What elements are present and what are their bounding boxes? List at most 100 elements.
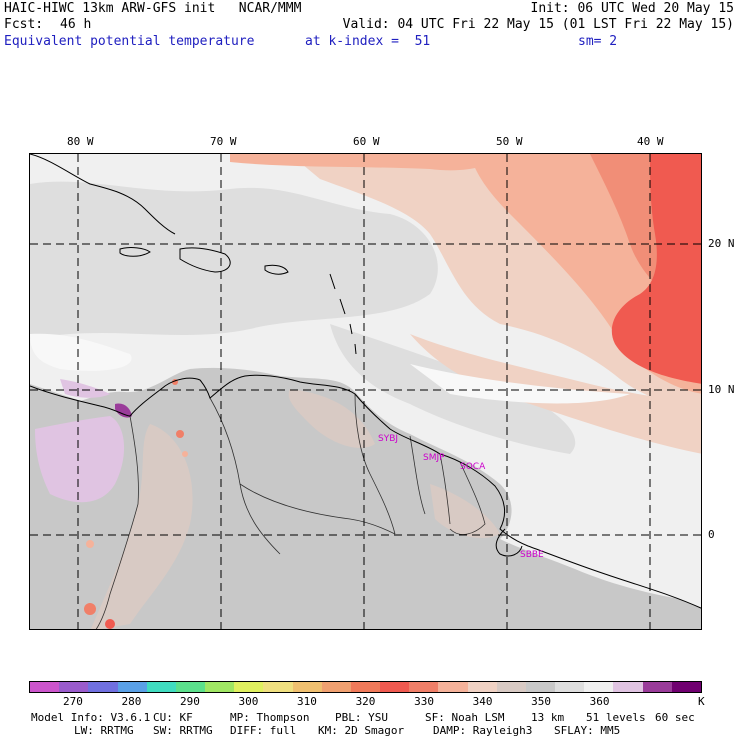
colorbar-swatch bbox=[671, 682, 701, 692]
graticule bbox=[30, 154, 701, 629]
colorbar-swatch bbox=[555, 682, 585, 692]
diffusion-setting: DIFF: full bbox=[230, 724, 297, 737]
colorbar-label: 300 bbox=[238, 695, 259, 708]
pbl-scheme: PBL: YSU bbox=[335, 711, 388, 724]
colorbar-swatch bbox=[146, 682, 176, 692]
map-panel: SYBJ SMJP SOCA SBBE bbox=[29, 153, 702, 630]
warm-speck bbox=[84, 603, 96, 615]
ocean-white-patch-2 bbox=[410, 364, 630, 404]
shortwave-scheme: SW: RRTMG bbox=[153, 724, 213, 737]
cumulus-scheme: CU: KF bbox=[153, 711, 193, 724]
ocean-white-patch bbox=[30, 333, 132, 371]
border-brazil-north bbox=[239, 483, 396, 535]
colorbar-swatch bbox=[30, 682, 60, 692]
colorbar-swatch bbox=[350, 682, 381, 692]
station-label-sybj: SYBJ bbox=[378, 434, 398, 444]
land-tan-patch bbox=[288, 389, 375, 448]
border-suriname-fg bbox=[439, 453, 451, 525]
coast-jamaica bbox=[119, 247, 151, 257]
damping-setting: DAMP: Rayleigh3 bbox=[433, 724, 533, 737]
station-label-sbbe: SBBE bbox=[520, 550, 544, 560]
warm-region-hot bbox=[611, 154, 701, 384]
border-venezuela-guyana bbox=[354, 393, 396, 535]
lat-label-0: 0 bbox=[708, 528, 715, 541]
coast-south-america bbox=[129, 374, 701, 609]
warm-speck bbox=[176, 430, 184, 438]
colorbar-swatch bbox=[175, 682, 206, 692]
level-index: at k-index = 51 bbox=[305, 34, 431, 49]
colorbar-swatch bbox=[613, 682, 643, 692]
lat-label-10n: 10 N bbox=[708, 383, 735, 396]
colorbar-label: 310 bbox=[297, 695, 317, 708]
colorbar-label: 270 bbox=[62, 695, 83, 708]
km-setting: KM: 2D Smagor bbox=[318, 724, 405, 737]
warm-speck bbox=[86, 540, 94, 548]
colorbar-swatch bbox=[263, 682, 293, 692]
longwave-scheme: LW: RRTMG bbox=[74, 724, 134, 737]
colorbar bbox=[29, 681, 702, 693]
colorbar-label: 280 bbox=[121, 695, 142, 708]
colorbar-swatch bbox=[117, 682, 147, 692]
lon-label-60w: 60 W bbox=[353, 135, 380, 148]
station-label-smjp: SMJP bbox=[423, 453, 445, 463]
time-step: 60 sec bbox=[655, 711, 695, 724]
cool-region bbox=[35, 416, 125, 503]
lon-label-70w: 70 W bbox=[210, 135, 237, 148]
colorbar-unit: K bbox=[698, 695, 705, 708]
colorbar-swatch bbox=[642, 682, 672, 692]
andes-tan-patch bbox=[90, 424, 193, 629]
coast-lesser-antilles bbox=[329, 273, 357, 355]
cool-region-core bbox=[115, 403, 132, 418]
plot-title: HAIC-HIWC 13km ARW-GFS init NCAR/MMM bbox=[4, 1, 302, 16]
warm-speck bbox=[105, 619, 115, 629]
vertical-levels: 51 levels bbox=[586, 711, 646, 724]
colorbar-label: 340 bbox=[472, 695, 493, 708]
cool-region-2 bbox=[60, 379, 110, 398]
border-fg-brazil bbox=[449, 461, 486, 535]
station-label-soca: SOCA bbox=[460, 462, 486, 472]
map-canvas: SYBJ SMJP SOCA SBBE bbox=[30, 154, 701, 629]
init-time: Init: 06 UTC Wed 20 May 15 bbox=[530, 1, 735, 16]
colorbar-swatch bbox=[467, 682, 497, 692]
lat-label-20n: 20 N bbox=[708, 237, 735, 250]
colorbar-label: 330 bbox=[414, 695, 434, 708]
valid-time: Valid: 04 UTC Fri 22 May 15 (01 LST Fri … bbox=[342, 17, 734, 32]
colorbar-swatch bbox=[292, 682, 322, 692]
grid-spacing: 13 km bbox=[531, 711, 565, 724]
south-america-land bbox=[30, 367, 701, 629]
coast-amazon-mouth bbox=[495, 528, 523, 557]
ocean-grey-band bbox=[30, 181, 438, 339]
colorbar-swatch bbox=[525, 682, 556, 692]
forecast-label: Fcst: bbox=[4, 17, 44, 32]
colorbar-swatch bbox=[380, 682, 410, 692]
coast-cuba bbox=[30, 154, 176, 235]
colorbar-label: 350 bbox=[531, 695, 551, 708]
colorbar-swatch bbox=[584, 682, 614, 692]
warm-top-strip bbox=[230, 154, 492, 171]
colorbar-swatch bbox=[234, 682, 264, 692]
surface-scheme: SF: Noah LSM bbox=[425, 711, 505, 724]
colorbar-swatch bbox=[88, 682, 118, 692]
lon-label-40w: 40 W bbox=[637, 135, 664, 148]
colorbar-swatch bbox=[438, 682, 468, 692]
coast-puerto-rico bbox=[264, 264, 289, 275]
coast-hispaniola bbox=[179, 247, 231, 273]
forecast-hours: 46 h bbox=[60, 17, 92, 32]
colorbar-label: 320 bbox=[355, 695, 376, 708]
warm-speck bbox=[182, 451, 188, 457]
colorbar-swatch bbox=[205, 682, 235, 692]
lon-label-80w: 80 W bbox=[67, 135, 94, 148]
lon-label-50w: 50 W bbox=[496, 135, 523, 148]
guiana-tan-patch bbox=[430, 484, 500, 539]
political-borders bbox=[95, 393, 486, 629]
colorbar-swatch bbox=[409, 682, 439, 692]
colorbar-swatch bbox=[496, 682, 526, 692]
coastlines bbox=[30, 154, 701, 609]
colorbar-swatch bbox=[59, 682, 89, 692]
microphysics-scheme: MP: Thompson bbox=[230, 711, 310, 724]
colorbar-swatch bbox=[321, 682, 351, 692]
smoothing-label: sm= 2 bbox=[578, 34, 618, 49]
field-name: Equivalent potential temperature bbox=[4, 34, 255, 49]
border-guyana-suriname bbox=[409, 435, 426, 515]
border-colombia-ecuador bbox=[95, 415, 139, 629]
